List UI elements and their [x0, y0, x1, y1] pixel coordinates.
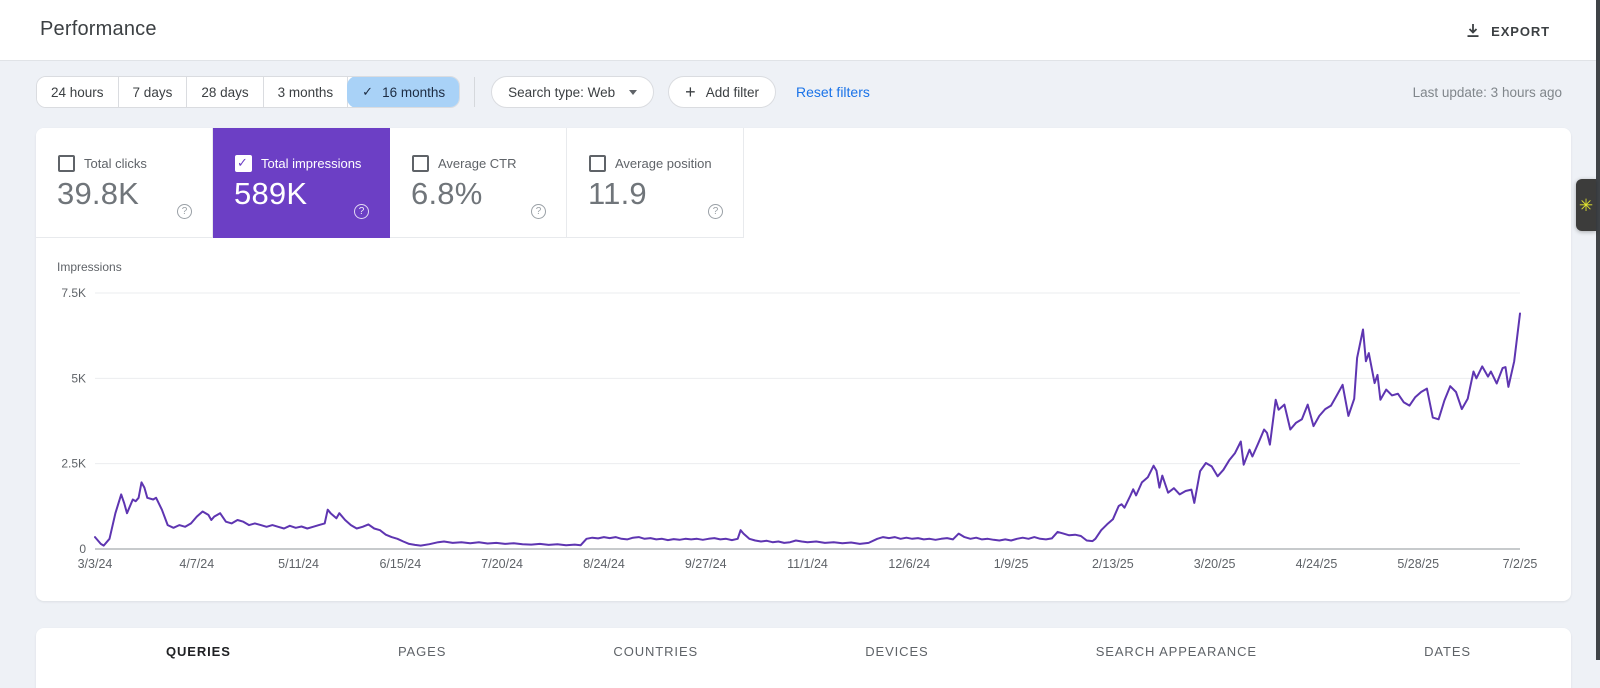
metric-tile-total-clicks[interactable]: ✓ Total clicks 39.8K? — [36, 128, 213, 238]
x-tick-label: 1/9/25 — [994, 557, 1029, 571]
impressions-series-line — [94, 312, 1521, 547]
x-tick-label: 8/24/24 — [583, 557, 625, 571]
date-range-chip-group: 24 hours 7 days 28 days 3 months ✓ 16 months — [36, 76, 461, 108]
add-filter-label: Add filter — [705, 84, 759, 100]
metric-tile-header: ✓ Average CTR — [412, 155, 517, 172]
x-tick-label: 5/28/25 — [1397, 557, 1439, 571]
export-button[interactable]: EXPORT — [1459, 17, 1556, 45]
checkbox-average-position[interactable]: ✓ — [589, 155, 606, 172]
date-range-chip-label: 3 months — [277, 84, 334, 100]
performance-chart-card: ✓ Total clicks 39.8K? ✓ Total impressions 589… — [36, 128, 1571, 601]
last-update-text: Last update: 3 hours ago — [1412, 85, 1562, 100]
x-tick-label: 7/20/24 — [481, 557, 523, 571]
help-icon[interactable]: ? — [177, 204, 192, 219]
metric-tile-average-position[interactable]: ✓ Average position 11.9? — [567, 128, 744, 238]
metric-label: Total clicks — [84, 156, 147, 171]
search-type-label: Search type: Web — [508, 84, 616, 100]
metric-tile-header: ✓ Total impressions — [235, 155, 361, 172]
x-tick-label: 12/6/24 — [888, 557, 930, 571]
search-type-dropdown[interactable]: Search type: Web — [491, 76, 655, 108]
metric-value: 11.9 — [588, 176, 647, 211]
x-tick-label: 7/2/25 — [1503, 557, 1538, 571]
plus-icon: + — [685, 82, 696, 102]
x-tick-label: 11/1/24 — [787, 557, 828, 571]
checkbox-average-ctr[interactable]: ✓ — [412, 155, 429, 172]
x-tick-label: 3/20/25 — [1194, 557, 1236, 571]
checkmark-icon: ✓ — [237, 155, 248, 170]
download-icon — [1465, 23, 1481, 39]
page-title: Performance — [40, 18, 157, 40]
filter-bar: 24 hours 7 days 28 days 3 months ✓ 16 months … — [36, 76, 870, 108]
metric-label: Average position — [615, 156, 712, 171]
metric-label: Average CTR — [438, 156, 517, 171]
checkbox-total-clicks[interactable]: ✓ — [58, 155, 75, 172]
date-range-chip-label: 24 hours — [51, 84, 104, 100]
tab-queries[interactable]: QUERIES — [166, 644, 231, 659]
metric-tile-average-ctr[interactable]: ✓ Average CTR 6.8%? — [390, 128, 567, 238]
chevron-down-icon — [629, 89, 638, 95]
impressions-line-chart: 0 2.5K 5K 7.5K 3/3/24 4/7/24 5/11/24 6/15/24 7/2… — [61, 286, 1538, 571]
dimension-tabs: QUERIES PAGES COUNTRIES DEVICES SEARCH APPEA… — [36, 628, 1571, 659]
tab-countries[interactable]: COUNTRIES — [613, 644, 699, 659]
tab-pages[interactable]: PAGES — [397, 644, 447, 659]
metric-tile-total-impressions[interactable]: ✓ Total impressions 589K? — [213, 128, 390, 238]
y-tick-label: 2.5K — [61, 457, 86, 471]
browser-extension-tab[interactable]: ✳ — [1576, 179, 1596, 231]
date-range-chip-3-months[interactable]: 3 months — [263, 77, 349, 107]
date-range-chip-7-days[interactable]: 7 days — [118, 77, 188, 107]
check-icon: ✓ — [362, 84, 374, 99]
x-tick-label: 2/13/25 — [1092, 557, 1134, 571]
dimensions-card: QUERIES PAGES COUNTRIES DEVICES SEARCH APPEA… — [36, 628, 1571, 688]
metric-label: Total impressions — [261, 156, 362, 171]
date-range-chip-label: 28 days — [201, 84, 249, 100]
x-tick-label: 5/11/24 — [278, 557, 319, 571]
metric-value: 6.8% — [411, 176, 483, 211]
date-range-chip-28-days[interactable]: 28 days — [187, 77, 264, 107]
x-tick-label: 6/15/24 — [379, 557, 421, 571]
y-tick-label: 7.5K — [61, 286, 86, 300]
date-range-chip-16-months[interactable]: ✓ 16 months — [347, 77, 460, 107]
x-tick-label: 4/24/25 — [1296, 557, 1338, 571]
date-range-chip-24-hours[interactable]: 24 hours — [37, 77, 119, 107]
tab-devices[interactable]: DEVICES — [865, 644, 929, 659]
help-icon[interactable]: ? — [354, 204, 369, 219]
tab-dates[interactable]: DATES — [1424, 644, 1471, 659]
metric-tiles: ✓ Total clicks 39.8K? ✓ Total impressions 589… — [36, 128, 744, 238]
export-label: EXPORT — [1491, 23, 1550, 39]
add-filter-button[interactable]: + Add filter — [668, 76, 776, 108]
tab-search-appearance[interactable]: SEARCH APPEARANCE — [1095, 644, 1257, 659]
date-range-chip-label: 16 months — [382, 84, 446, 100]
y-tick-label: 0 — [79, 542, 86, 556]
x-tick-label: 4/7/24 — [179, 557, 214, 571]
reset-filters-link[interactable]: Reset filters — [795, 84, 870, 100]
top-header: Performance EXPORT — [0, 0, 1600, 61]
metric-value: 589K — [234, 176, 308, 211]
help-icon[interactable]: ? — [531, 204, 546, 219]
y-tick-label: 5K — [71, 371, 86, 385]
metric-value: 39.8K — [57, 176, 140, 211]
filter-divider — [474, 77, 476, 107]
metric-tile-header: ✓ Average position — [589, 155, 712, 172]
spark-extension-icon: ✳ — [1578, 195, 1594, 215]
chart-axis-title: Impressions — [57, 260, 122, 274]
x-tick-label: 3/3/24 — [78, 557, 113, 571]
help-icon[interactable]: ? — [708, 204, 723, 219]
x-tick-label: 9/27/24 — [685, 557, 727, 571]
metric-tile-header: ✓ Total clicks — [58, 155, 147, 172]
date-range-chip-label: 7 days — [132, 84, 173, 100]
window-edge-strip — [1596, 0, 1600, 660]
checkbox-total-impressions[interactable]: ✓ — [235, 155, 252, 172]
